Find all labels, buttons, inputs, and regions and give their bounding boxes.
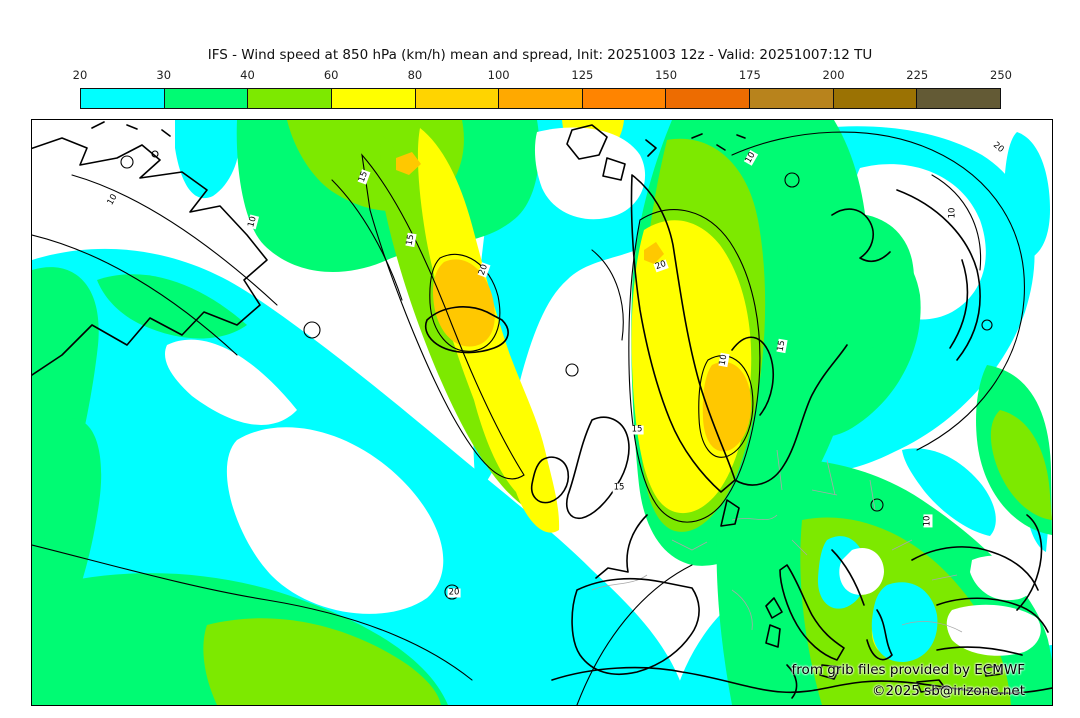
colorbar-tick-label: 175 <box>738 68 761 82</box>
fill-layer-detail <box>534 127 1041 663</box>
colorbar-segment <box>582 89 667 108</box>
colorbar-segment <box>750 89 834 108</box>
colorbar-tick-row: 20 30 40 60 80 100 125 150 175 200 225 250 <box>73 68 1012 83</box>
colorbar-segment <box>164 89 249 108</box>
colorbar-segment <box>917 89 1001 108</box>
page-title: IFS - Wind speed at 850 hPa (km/h) mean … <box>207 47 873 63</box>
colorbar-tick-label: 100 <box>487 68 510 82</box>
colorbar-tick-label: 20 <box>72 68 88 82</box>
map-canvas: 10 15 10 15 20 20 10 15 10 10 20 15 15 10 20 from grib… <box>31 119 1053 706</box>
border-layer <box>591 449 963 633</box>
colorbar-tick-label: 125 <box>571 68 594 82</box>
colorbar-segment <box>81 89 165 108</box>
attribution-line-2: ©2025 sb@irizone.net <box>872 683 1025 699</box>
attribution-line-1: from grib files provided by ECMWF <box>791 662 1025 678</box>
colorbar-tick-label: 250 <box>990 68 1012 82</box>
colorbar-segment <box>499 89 583 108</box>
colorbar-scale <box>80 88 1001 109</box>
colorbar-segment <box>666 89 751 108</box>
colorbar-segment <box>248 89 332 108</box>
colorbar-segment <box>833 89 918 108</box>
colorbar-tick-label: 30 <box>156 68 172 82</box>
colorbar: 20 30 40 60 80 100 125 150 175 200 225 250 <box>73 68 1012 112</box>
colorbar-tick-label: 80 <box>407 68 423 82</box>
colorbar-segment <box>415 89 500 108</box>
colorbar-tick-label: 200 <box>822 68 845 82</box>
contour-line-layer <box>32 131 1025 705</box>
coastline-layer <box>32 121 1052 699</box>
wind-speed-map-svg <box>32 120 1052 705</box>
attribution: from grib files provided by ECMWF ©2025 … <box>792 660 1025 702</box>
colorbar-tick-label: 40 <box>240 68 255 82</box>
colorbar-tick-label: 225 <box>906 68 929 82</box>
colorbar-tick-label: 60 <box>323 68 339 82</box>
colorbar-tick-label: 150 <box>655 68 678 82</box>
colorbar-segment <box>331 89 416 108</box>
